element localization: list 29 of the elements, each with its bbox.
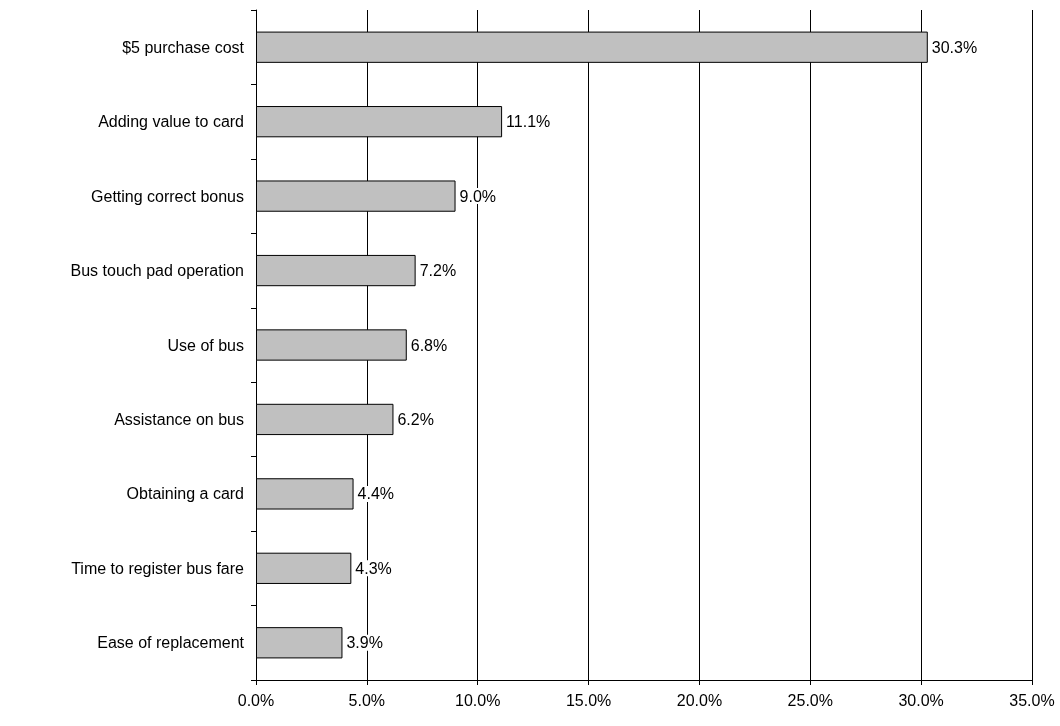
x-tick-label: 30.0% xyxy=(898,691,944,709)
x-tick-label: 10.0% xyxy=(455,691,501,709)
x-tick-label: 5.0% xyxy=(348,691,386,709)
y-tick-label: Adding value to card xyxy=(98,113,244,131)
x-tick-label: 20.0% xyxy=(676,691,723,709)
y-tick-label: Time to register bus fare xyxy=(71,559,245,577)
bar xyxy=(256,627,343,659)
y-tick-label: Ease of replacement xyxy=(97,634,245,652)
data-label: 11.1% xyxy=(506,113,551,131)
y-tick-label: Assistance on bus xyxy=(114,410,244,428)
x-tick-label: 25.0% xyxy=(787,691,833,709)
y-tick-label: Obtaining a card xyxy=(126,485,244,503)
bar xyxy=(256,478,354,510)
data-label: 6.8% xyxy=(410,336,448,354)
y-tick-label: Getting correct bonus xyxy=(91,187,244,205)
x-tick-label: 35.0% xyxy=(1009,691,1055,709)
y-tick-label: Bus touch pad operation xyxy=(70,262,244,280)
data-label: 30.3% xyxy=(931,38,978,56)
x-tick-label: 0.0% xyxy=(237,691,275,709)
data-label: 9.0% xyxy=(459,187,497,205)
x-tick-label: 15.0% xyxy=(565,691,612,709)
y-tick-label: $5 purchase cost xyxy=(122,38,245,56)
data-label: 4.4% xyxy=(357,485,395,503)
data-label: 6.2% xyxy=(397,410,434,428)
data-label: 3.9% xyxy=(346,634,383,652)
data-label: 7.2% xyxy=(419,262,457,280)
data-label: 4.3% xyxy=(355,559,392,577)
bar xyxy=(256,552,352,584)
y-tick-label: Use of bus xyxy=(167,336,244,354)
